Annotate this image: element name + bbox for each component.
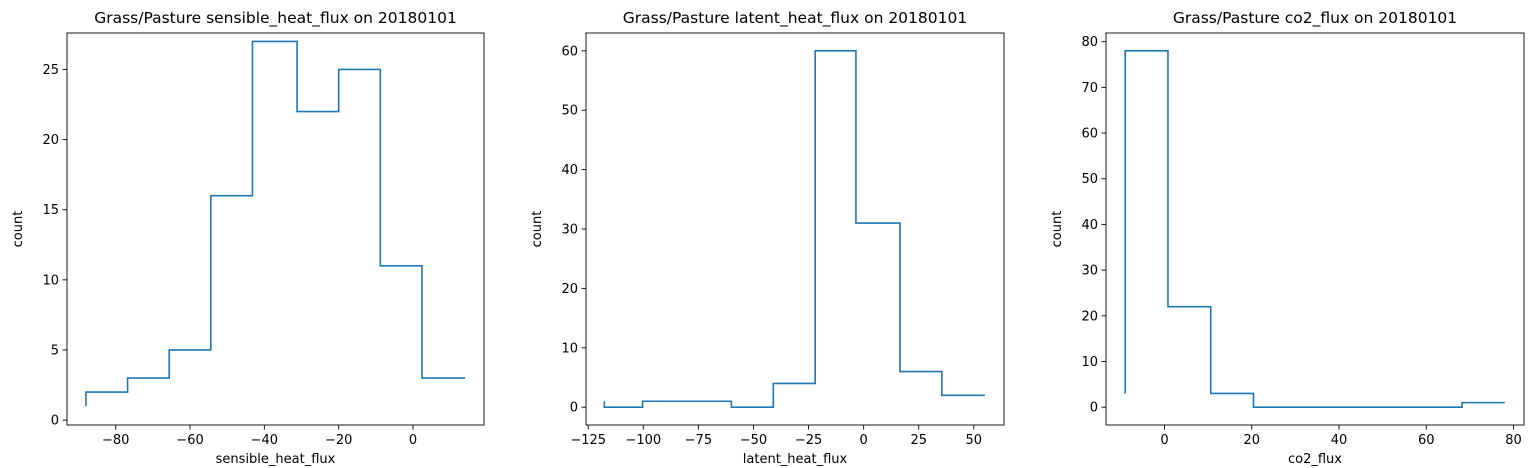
panel-co2-flux: 0 20 40 60 80 0 10 20 30 40 50 60 70 80 Grass/Pasture … (1050, 9, 1525, 467)
y-tick-label: 10 (1081, 355, 1098, 370)
y-tick-label: 40 (1081, 218, 1098, 233)
x-tick-label: 60 (1418, 433, 1435, 448)
histogram-bin (1339, 407, 1381, 425)
y-tick-label: 80 (1081, 35, 1098, 50)
x-tick-label: 25 (910, 433, 927, 448)
y-tick-label: 0 (51, 414, 59, 429)
y-tick-label: 10 (561, 341, 578, 356)
histogram-bin (1296, 407, 1339, 425)
histogram-bin (900, 372, 942, 425)
y-tick-label: 20 (42, 133, 59, 148)
chart-title: Grass/Pasture sensible_heat_flux on 2018… (94, 9, 457, 28)
histogram-step-line (1124, 50, 1505, 408)
y-tick-label: 50 (561, 104, 578, 119)
axes-frame (585, 32, 1005, 426)
histogram-bin (86, 392, 128, 425)
histogram-bin (688, 401, 731, 425)
x-axis-label: sensible_heat_flux (216, 452, 336, 467)
histogram-bin (128, 378, 170, 425)
histogram-step-line (603, 50, 985, 408)
x-axis-label: co2_flux (1288, 452, 1342, 467)
axes-frame (1105, 32, 1525, 426)
x-tick-label: −50 (740, 433, 767, 448)
x-tick-label: 80 (1505, 433, 1522, 448)
y-tick-label: 20 (1081, 309, 1098, 324)
y-tick-label: 10 (42, 273, 59, 288)
x-tick-label: 0 (409, 433, 417, 448)
histogram-bin (1424, 407, 1462, 425)
y-tick-label: 70 (1081, 81, 1098, 96)
panel-latent-heat-flux: −125 −100 −75 −50 −25 0 25 50 0 10 20 30 40 50 60 Grass… (530, 9, 1005, 467)
y-tick-label: 20 (561, 282, 578, 297)
histogram-bin (856, 223, 900, 425)
histogram-bin (815, 51, 856, 425)
x-tick-label: −25 (795, 433, 822, 448)
y-tick-label: 60 (1081, 127, 1098, 142)
y-tick-label: 30 (1081, 264, 1098, 279)
y-tick-label: 15 (42, 203, 59, 218)
y-axis-label: count (11, 211, 26, 248)
y-tick-label: 0 (1090, 401, 1098, 416)
histogram-bin (731, 407, 773, 425)
y-tick-label: 40 (561, 163, 578, 178)
x-tick-label: −125 (570, 433, 606, 448)
histogram-bin (1125, 51, 1168, 425)
x-tick-label: 50 (966, 433, 983, 448)
histogram-bin (422, 378, 465, 425)
x-tick-label: −100 (625, 433, 661, 448)
axes-frame (66, 32, 485, 426)
panel-sensible-heat-flux: −80 −60 −40 −20 0 0 5 10 15 20 25 Grass/Pasture sen… (11, 9, 485, 467)
y-axis-label: count (1050, 211, 1065, 248)
histogram-bin (604, 407, 642, 425)
y-tick-label: 0 (570, 401, 578, 416)
x-tick-label: 0 (859, 433, 867, 448)
y-axis-label: count (530, 211, 545, 248)
x-tick-label: −75 (685, 433, 712, 448)
histogram-bin (169, 350, 211, 425)
y-tick-label: 30 (561, 223, 578, 238)
histogram-bin (1211, 393, 1254, 425)
histogram-bin (297, 112, 339, 425)
histogram-bin (1462, 403, 1505, 425)
histogram-bin (1168, 307, 1211, 425)
histogram-bin (942, 395, 985, 425)
x-tick-label: 20 (1243, 433, 1260, 448)
y-tick-label: 50 (1081, 172, 1098, 187)
x-tick-label: −40 (251, 433, 278, 448)
histogram-bin (252, 41, 297, 425)
y-tick-label: 60 (561, 44, 578, 59)
histogram-bin (773, 383, 815, 425)
histogram-bin (643, 401, 689, 425)
histogram-bin (211, 196, 253, 425)
x-tick-label: −60 (176, 433, 203, 448)
y-tick-label: 25 (42, 63, 59, 78)
histogram-bin (1253, 407, 1295, 425)
x-tick-label: 0 (1160, 433, 1168, 448)
histogram-step-line (85, 40, 466, 407)
histogram-bin (339, 69, 381, 425)
x-tick-label: −80 (102, 433, 129, 448)
y-tick-label: 5 (51, 343, 59, 358)
histogram-bin (1381, 407, 1424, 425)
histogram-bin (380, 266, 422, 425)
chart-title: Grass/Pasture latent_heat_flux on 201801… (623, 9, 967, 28)
chart-title: Grass/Pasture co2_flux on 20180101 (1173, 9, 1457, 28)
x-tick-label: 40 (1331, 433, 1348, 448)
x-tick-label: −20 (325, 433, 352, 448)
x-axis-label: latent_heat_flux (743, 452, 848, 467)
